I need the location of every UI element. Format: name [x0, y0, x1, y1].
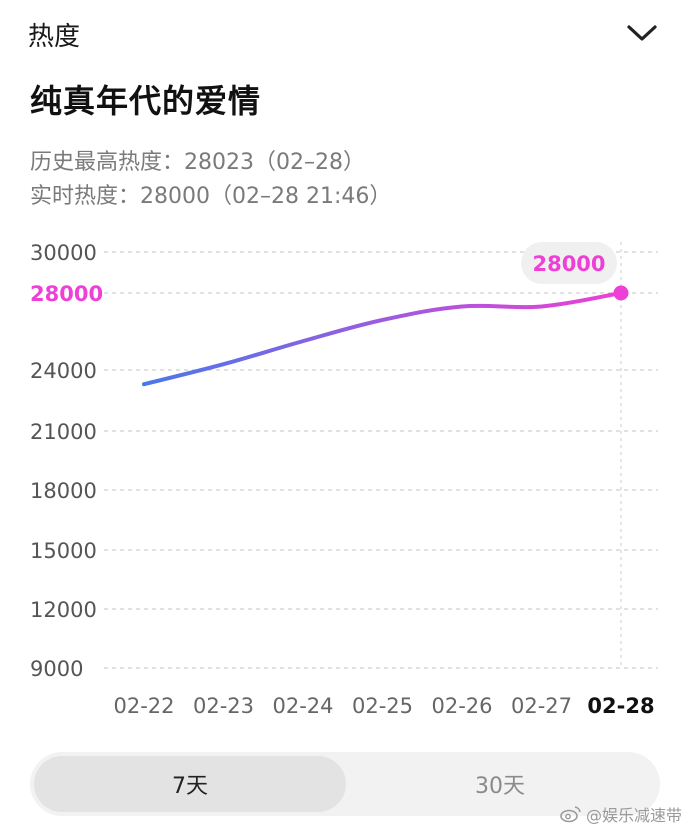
highlight-y-label: 28000 — [30, 282, 103, 306]
y-tick-label: 12000 — [30, 598, 97, 622]
x-tick-label: 02-26 — [431, 694, 492, 718]
header-title: 热度 — [28, 22, 81, 52]
series-line — [142, 291, 623, 387]
tab-7-days[interactable]: 7天 — [34, 756, 346, 812]
x-tick-label: 02-25 — [352, 694, 413, 718]
tab-30-days[interactable]: 30天 — [475, 774, 525, 799]
watermark-text: @娱乐减速带 — [585, 806, 682, 825]
y-tick-label: 18000 — [30, 479, 97, 503]
realtime-heat-stat: 实时热度：28000（02–28 21:46） — [30, 184, 392, 209]
tooltip-value: 28000 — [532, 252, 605, 276]
heat-line-chart: 30000 24000 21000 18000 15000 12000 9000 28000 0… — [30, 241, 658, 718]
highlight-point — [613, 285, 629, 301]
drama-title: 纯真年代的爱情 — [30, 82, 262, 120]
chevron-down-icon[interactable] — [624, 20, 660, 46]
y-tick-label: 30000 — [30, 241, 97, 265]
y-tick-label: 15000 — [30, 539, 97, 563]
y-tick-label: 21000 — [30, 420, 97, 444]
x-tick-label: 02-24 — [272, 694, 333, 718]
x-tick-label: 02-27 — [511, 694, 572, 718]
y-tick-label: 9000 — [30, 657, 83, 681]
x-tick-label: 02-23 — [193, 694, 254, 718]
tooltip-bubble — [521, 242, 617, 284]
weibo-icon — [560, 806, 581, 823]
range-tab-bar: 7天 30天 — [30, 752, 660, 816]
x-tick-label: 02-28 — [587, 694, 654, 718]
y-tick-label: 24000 — [30, 359, 97, 383]
x-tick-label: 02-22 — [113, 694, 174, 718]
watermark: @娱乐减速带 — [560, 802, 682, 826]
peak-heat-stat: 历史最高热度：28023（02–28） — [30, 150, 365, 175]
